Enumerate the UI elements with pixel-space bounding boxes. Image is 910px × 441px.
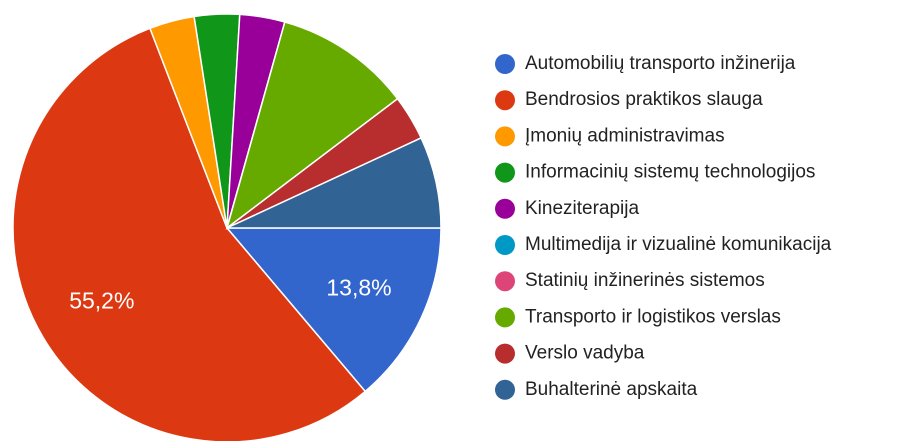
legend-swatch	[495, 198, 515, 219]
legend-label: Multimedija ir vizualinė komunikacija	[525, 234, 832, 255]
legend-swatch	[495, 379, 515, 400]
legend-label: Bendrosios praktikos slauga	[525, 89, 763, 110]
legend-swatch	[495, 90, 515, 111]
pie-slice	[225, 21, 399, 230]
legend-swatch	[495, 162, 515, 183]
pie-slice	[225, 227, 442, 393]
legend-label: Informacinių sistemų technologijos	[525, 162, 815, 183]
legend-label: Buhalterinė apskaita	[525, 379, 698, 400]
legend-label: Verslo vadyba	[525, 343, 645, 364]
legend-label: Statinių inžinerinės sistemos	[525, 270, 765, 291]
pie-slice	[226, 136, 442, 229]
legend-swatch	[495, 307, 515, 328]
legend-swatch	[495, 126, 515, 147]
legend-swatch	[495, 271, 515, 292]
legend-label: Kineziterapija	[525, 198, 639, 219]
legend-swatch	[495, 54, 515, 74]
legend-swatch	[495, 343, 515, 364]
slice-label: 13,8%	[326, 274, 391, 300]
legend-label: Automobilių transporto inžinerija	[525, 53, 796, 74]
legend-swatch	[495, 235, 515, 255]
slice-label: 55,2%	[69, 287, 134, 313]
legend-label: Transporto ir logistikos verslas	[525, 306, 781, 327]
legend-label: Įmonių administravimas	[525, 125, 725, 146]
pie-slice	[12, 27, 367, 441]
